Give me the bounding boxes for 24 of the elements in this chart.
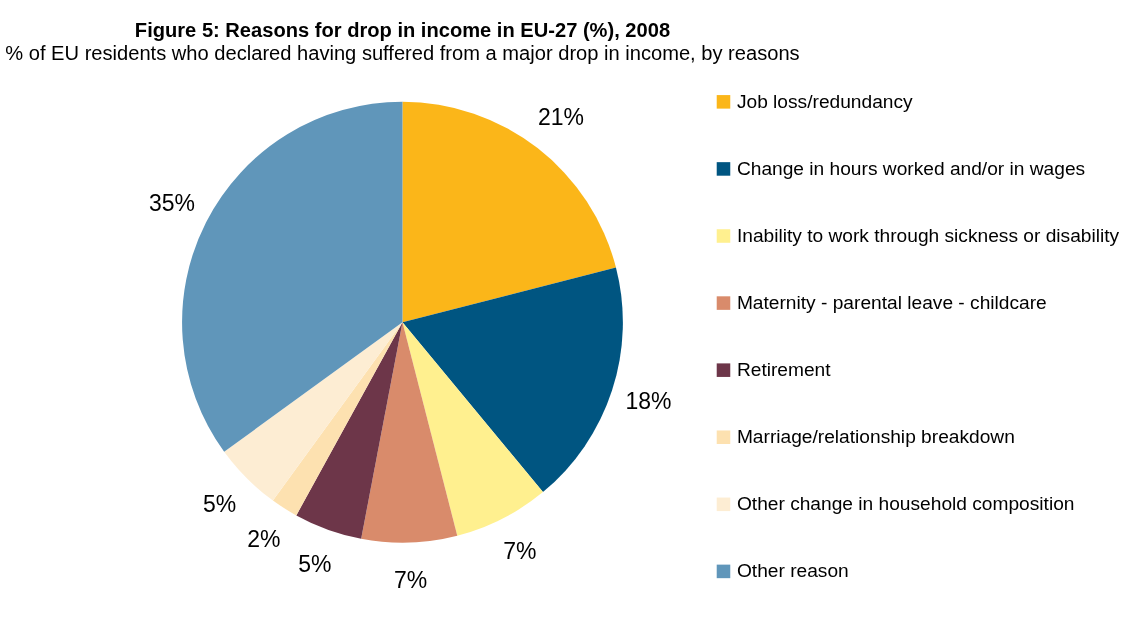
chart-title: Figure 5: Reasons for drop in income in EU-27 (%), 2008	[134, 18, 671, 41]
legend-label: Change in hours worked and/or in wages	[736, 157, 1086, 179]
legend-label: Marriage/relationship breakdown	[736, 425, 1015, 447]
data-label: 35%	[148, 190, 195, 217]
data-label: 5%	[298, 551, 332, 578]
data-label: 5%	[202, 490, 237, 517]
data-label: 7%	[393, 566, 428, 593]
data-label: 21%	[538, 103, 585, 130]
legend-label: Other reason	[736, 560, 849, 582]
legend-label: Other change in household composition	[736, 493, 1075, 515]
pie-slice	[272, 322, 403, 516]
legend-label: Inability to work through sickness or disability	[736, 224, 1120, 246]
pie-slice	[402, 267, 623, 493]
legend-label: Maternity - parental leave - childcare	[736, 291, 1047, 313]
chart-subtitle: % of EU residents who declared having suffered from a major drop in income, by reasons	[5, 41, 800, 64]
data-label: 18%	[625, 387, 672, 414]
pie-slice	[402, 322, 543, 536]
legend-label: Job loss/redundancy	[736, 90, 914, 112]
legend-label: Retirement	[736, 358, 832, 380]
pie-slice	[296, 322, 403, 539]
pie-slice	[402, 101, 616, 323]
data-label: 2%	[247, 526, 281, 553]
data-label: 7%	[503, 538, 537, 565]
pie-slice	[361, 322, 458, 543]
